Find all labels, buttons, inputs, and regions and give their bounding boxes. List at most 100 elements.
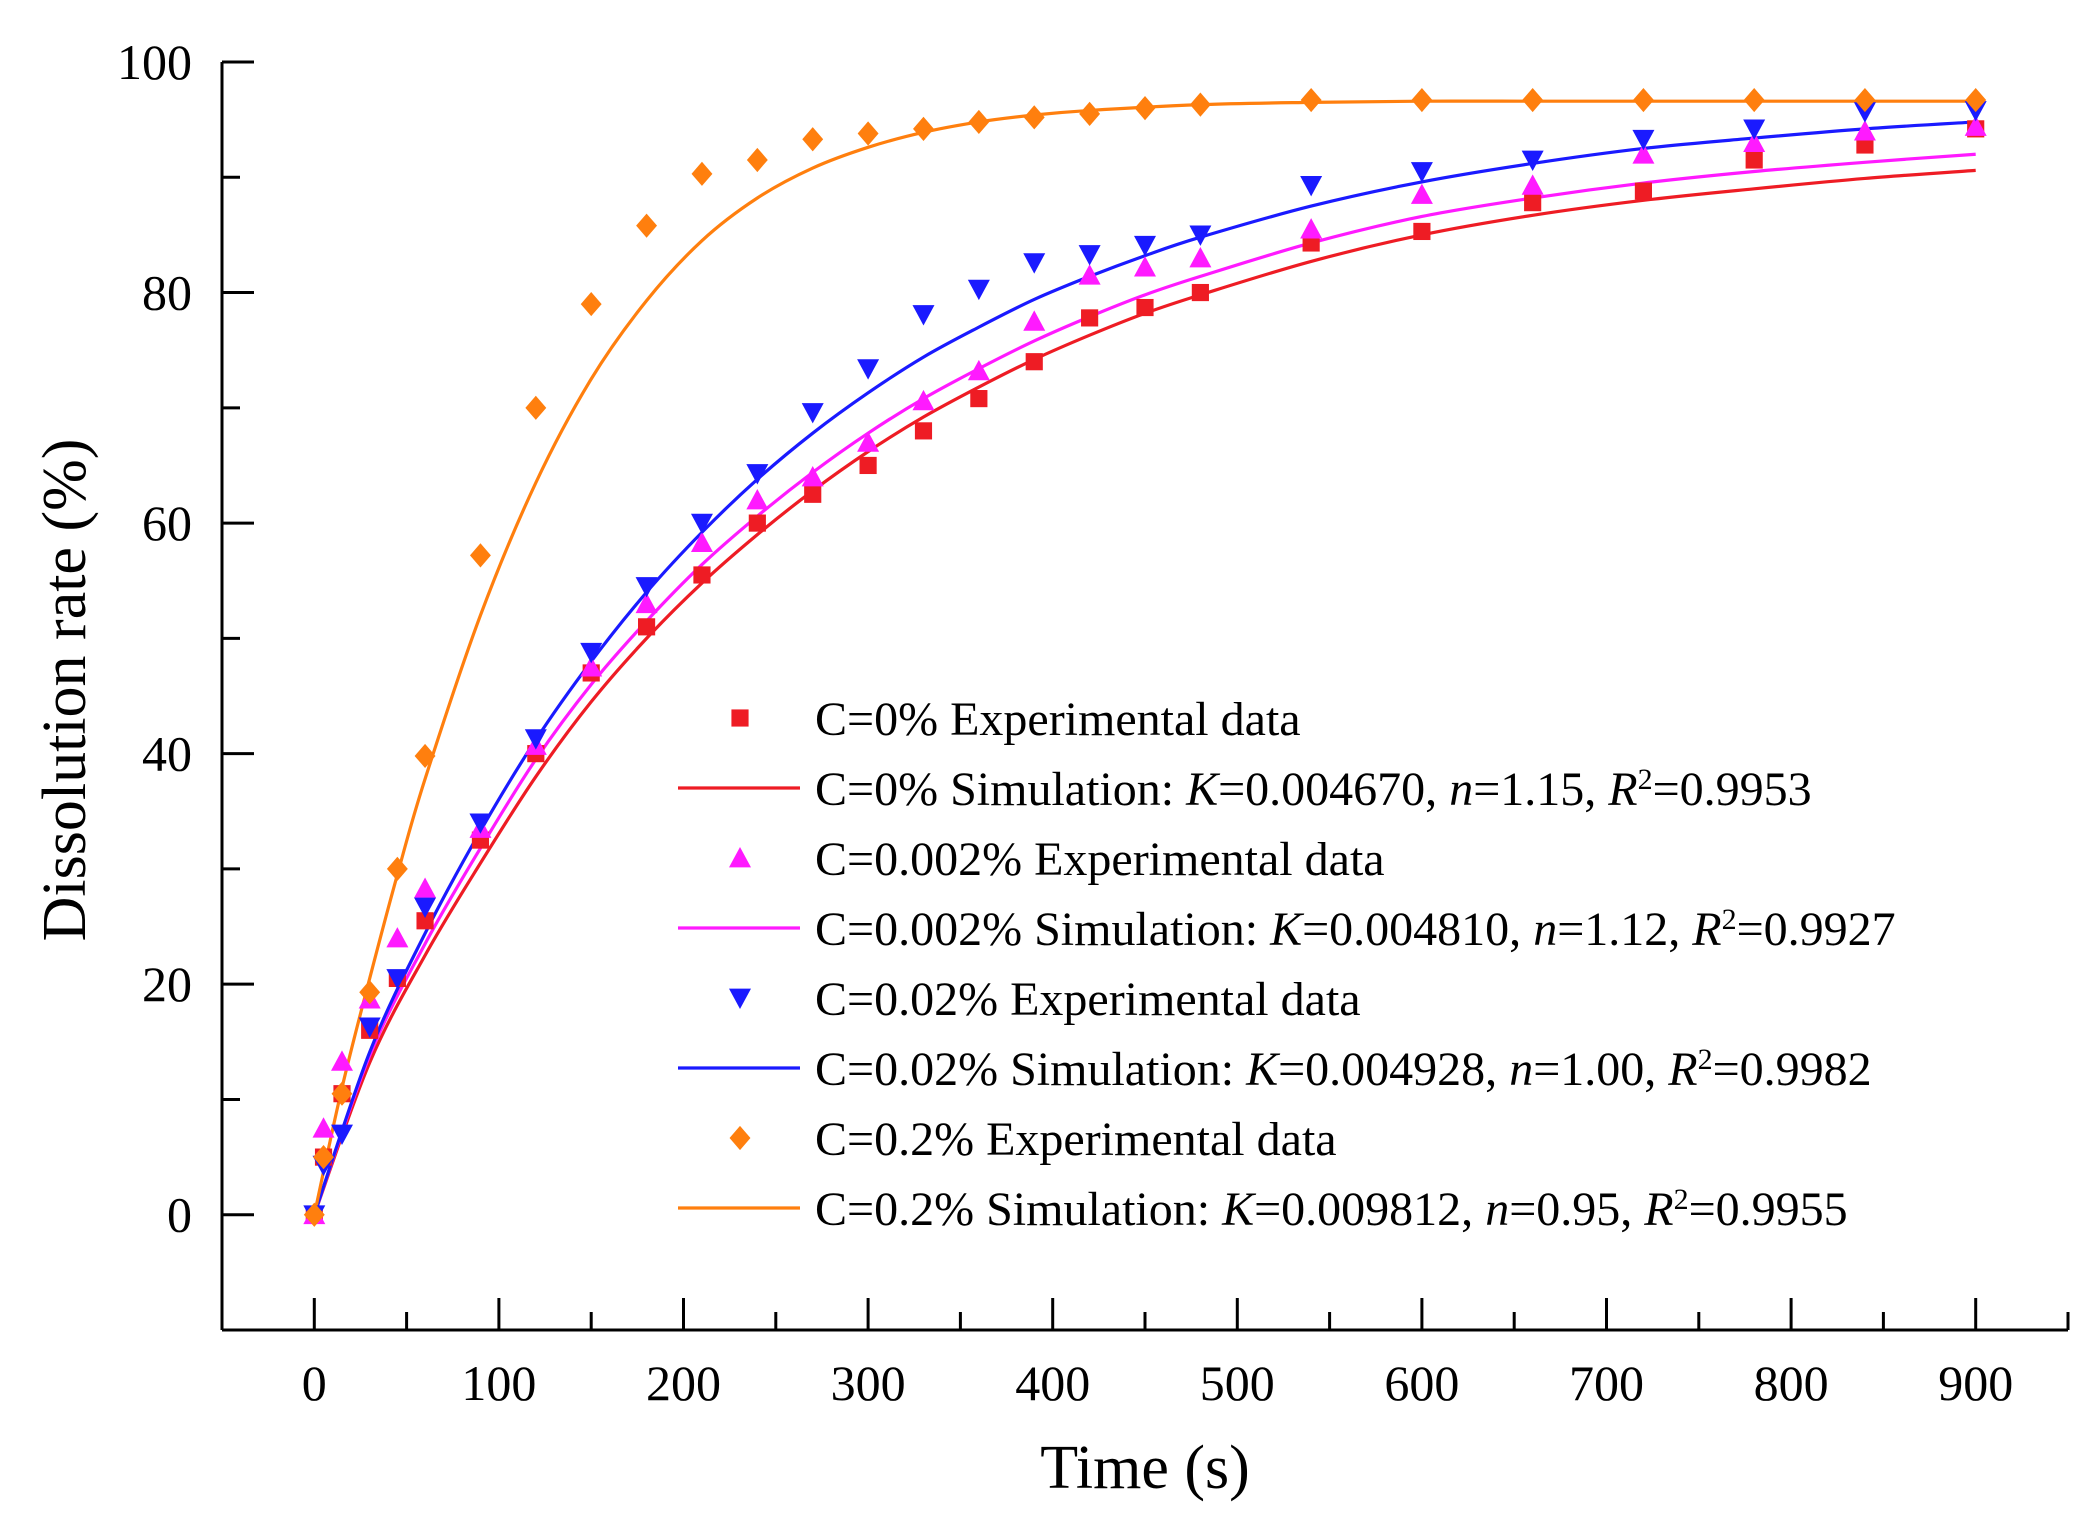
data-point-4-23 xyxy=(1632,129,1655,151)
x-tick-label: 0 xyxy=(302,1355,327,1411)
x-tick-label: 500 xyxy=(1200,1355,1275,1411)
data-point-6-5 xyxy=(414,743,436,769)
data-point-6-22 xyxy=(1522,87,1544,113)
data-point-4-10 xyxy=(690,513,713,535)
data-point-2-24 xyxy=(1743,131,1766,153)
y-tick-label: 100 xyxy=(117,34,192,90)
data-point-6-26 xyxy=(1965,87,1987,113)
data-point-6-18 xyxy=(1134,96,1156,121)
data-point-0-14 xyxy=(914,422,933,440)
data-point-2-19 xyxy=(1189,246,1212,268)
data-point-2-12 xyxy=(801,465,824,487)
data-point-6-1 xyxy=(313,1144,334,1170)
data-point-2-25 xyxy=(1853,120,1876,141)
data-point-2-2 xyxy=(330,1050,353,1071)
data-point-0-23 xyxy=(1634,182,1652,200)
data-point-4-15 xyxy=(967,279,990,301)
data-point-6-13 xyxy=(857,121,879,146)
data-point-4-16 xyxy=(1023,253,1046,274)
y-tick-label: 40 xyxy=(142,726,192,782)
data-point-4-18 xyxy=(1134,235,1156,257)
x-tick-label: 800 xyxy=(1754,1355,1829,1411)
data-point-6-10 xyxy=(691,161,713,186)
data-point-6-14 xyxy=(913,116,934,141)
data-point-0-20 xyxy=(1302,234,1320,252)
data-point-2-16 xyxy=(1023,310,1046,331)
data-point-0-17 xyxy=(1081,309,1099,327)
data-point-2-26 xyxy=(1964,115,1987,136)
data-point-0-18 xyxy=(1136,298,1154,317)
data-point-0-24 xyxy=(1745,151,1763,169)
x-tick-label: 600 xyxy=(1384,1355,1459,1411)
data-point-0-22 xyxy=(1524,194,1542,212)
data-point-0-12 xyxy=(804,485,822,503)
data-point-4-12 xyxy=(801,403,824,424)
data-point-6-7 xyxy=(525,395,547,420)
data-point-4-3 xyxy=(358,1017,381,1038)
legend: C=0% Experimental data C=0% Simulation: K… xyxy=(678,693,1896,1236)
x-tick-label: 300 xyxy=(831,1355,906,1411)
data-point-4-5 xyxy=(414,897,437,918)
data-point-2-13 xyxy=(857,431,880,452)
data-point-4-20 xyxy=(1300,175,1323,197)
data-point-0-16 xyxy=(1025,353,1043,371)
data-point-4-21 xyxy=(1410,162,1433,183)
data-point-2-18 xyxy=(1134,256,1156,277)
data-point-6-0 xyxy=(303,1202,325,1227)
x-tick-label: 900 xyxy=(1938,1355,2013,1411)
legend-label-1: C=0% Simulation: K=0.004670, n=1.15, R2=… xyxy=(815,763,1812,817)
data-point-2-10 xyxy=(690,531,713,553)
data-point-2-22 xyxy=(1521,174,1544,195)
data-point-0-5 xyxy=(416,912,434,930)
data-point-2-8 xyxy=(580,656,603,677)
data-point-6-16 xyxy=(1023,105,1045,130)
data-point-0-15 xyxy=(970,390,988,408)
legend-label-7: C=0.2% Simulation: K=0.009812, n=0.95, R… xyxy=(815,1183,1848,1237)
data-point-4-11 xyxy=(746,464,769,485)
plot-points xyxy=(303,87,1987,1227)
data-point-4-22 xyxy=(1521,150,1544,171)
data-point-6-12 xyxy=(802,127,824,152)
legend-marker-0 xyxy=(731,709,749,727)
data-point-4-2 xyxy=(330,1124,353,1146)
data-point-4-24 xyxy=(1743,119,1766,140)
legend-label-0: C=0% Experimental data xyxy=(815,693,1301,746)
data-point-6-6 xyxy=(469,543,491,568)
series-line-5 xyxy=(312,120,1976,1216)
data-point-4-8 xyxy=(580,642,603,664)
legend-label-3: C=0.002% Simulation: K=0.004810, n=1.12,… xyxy=(815,903,1896,957)
data-point-2-21 xyxy=(1410,183,1433,204)
data-point-2-11 xyxy=(746,489,769,510)
data-point-6-15 xyxy=(968,109,990,135)
data-point-0-19 xyxy=(1191,283,1209,302)
series-line-3 xyxy=(312,152,1976,1216)
data-point-6-2 xyxy=(331,1081,353,1106)
data-point-4-19 xyxy=(1189,225,1212,246)
data-point-6-9 xyxy=(636,213,658,238)
data-point-6-11 xyxy=(746,147,768,173)
x-axis-title: Time (s) xyxy=(1040,1434,1250,1502)
axes: 0 100 200 300 400 500 600 700 800 900 0 20 40 60 80 100 xyxy=(117,34,2070,1411)
data-point-2-15 xyxy=(967,359,990,381)
x-tick-label: 200 xyxy=(646,1355,721,1411)
legend-label-4: C=0.02% Experimental data xyxy=(815,973,1361,1026)
data-point-4-13 xyxy=(857,359,880,380)
data-point-0-21 xyxy=(1413,222,1431,241)
data-point-4-9 xyxy=(635,577,658,598)
data-point-2-4 xyxy=(386,927,409,948)
x-tick-label: 700 xyxy=(1569,1355,1644,1411)
y-tick-label: 0 xyxy=(167,1187,192,1243)
data-point-2-5 xyxy=(414,877,437,898)
data-point-4-6 xyxy=(469,813,492,834)
data-point-6-21 xyxy=(1411,87,1433,113)
data-point-6-23 xyxy=(1632,87,1654,113)
data-point-6-25 xyxy=(1854,87,1876,113)
legend-marker-4 xyxy=(729,988,751,1009)
data-point-2-17 xyxy=(1078,264,1101,285)
data-point-0-10 xyxy=(693,566,711,584)
y-tick-label: 20 xyxy=(142,956,192,1012)
data-point-2-23 xyxy=(1632,143,1655,164)
data-point-6-4 xyxy=(386,856,408,882)
data-point-4-25 xyxy=(1853,102,1876,123)
